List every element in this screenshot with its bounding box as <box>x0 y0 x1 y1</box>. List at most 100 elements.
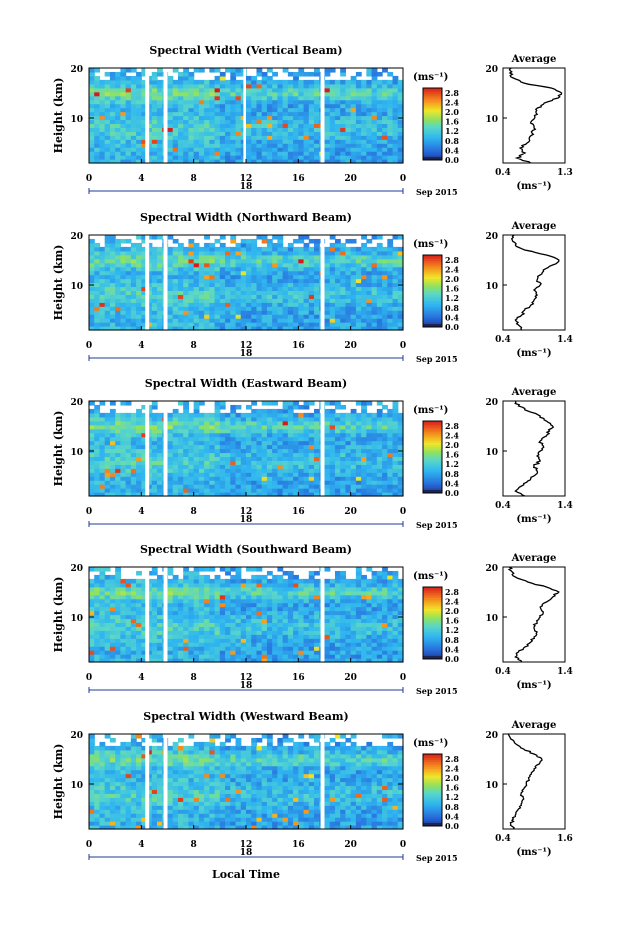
heatmap-cell <box>183 266 190 272</box>
heatmap-cell <box>104 464 111 469</box>
heatmap-cell <box>340 123 347 128</box>
heatmap-cell <box>120 448 127 454</box>
heatmap-cell <box>392 107 399 113</box>
heatmap-cell <box>314 266 320 272</box>
heatmap-cell <box>115 460 121 465</box>
heatmap-cell <box>172 456 179 461</box>
heatmap-cell <box>204 602 210 608</box>
heatmap-cell <box>115 412 121 418</box>
heatmap-cell <box>214 618 221 624</box>
colorbar-segment <box>423 451 442 454</box>
heatmap-cell <box>193 404 200 410</box>
heatmap-cell <box>136 83 142 89</box>
heatmap-cell <box>240 420 247 426</box>
heatmap-cell <box>104 71 111 77</box>
heatmap-cell <box>303 452 310 458</box>
heatmap-cell <box>303 456 310 461</box>
heatmap-cell <box>177 306 184 311</box>
heatmap-cell <box>282 306 289 311</box>
heatmap-cell <box>89 408 95 414</box>
heatmap-cell <box>324 87 331 93</box>
heatmap-cell <box>376 87 383 93</box>
heatmap-cell <box>99 111 106 117</box>
heatmap-cell <box>246 83 252 89</box>
heatmap-cell <box>387 326 394 331</box>
heatmap-cell <box>225 638 231 643</box>
heatmap-cell <box>397 254 404 260</box>
heatmap-cell <box>141 83 148 89</box>
heatmap-cell <box>225 159 231 164</box>
heatmap-cell <box>209 480 216 485</box>
heatmap-cell <box>266 266 273 272</box>
heatmap-cell <box>345 464 352 469</box>
heatmap-cell <box>188 250 195 256</box>
heatmap-cell <box>151 646 158 651</box>
heatmap-cell <box>392 270 399 276</box>
heatmap-cell <box>397 278 404 284</box>
colorbar-tick-label: 0.4 <box>445 312 459 322</box>
heatmap-cell <box>136 598 142 604</box>
heatmap-cell <box>151 401 158 406</box>
heatmap-cell <box>314 428 320 434</box>
heatmap-cell <box>167 131 174 136</box>
heatmap-cell <box>89 642 95 647</box>
heatmap-cell <box>308 456 315 461</box>
heatmap-cell <box>366 270 373 276</box>
heatmap-cell <box>246 298 252 303</box>
heatmap-cell <box>115 314 121 319</box>
heatmap-cell <box>167 570 174 576</box>
heatmap-cell <box>392 246 399 252</box>
heatmap-cell <box>287 143 294 148</box>
heatmap-cell <box>125 238 132 244</box>
heatmap-cell <box>329 472 336 477</box>
heatmap-cell <box>240 484 247 489</box>
heatmap-cell <box>282 131 289 136</box>
heatmap-cell <box>308 302 315 307</box>
heatmap-cell <box>115 155 121 160</box>
heatmap-cell <box>198 598 205 604</box>
heatmap-cell <box>188 412 195 418</box>
heatmap-cell <box>340 480 347 485</box>
heatmap-cell <box>235 278 242 284</box>
heatmap-cell <box>204 79 210 85</box>
heatmap-cell <box>361 143 367 148</box>
heatmap-cell <box>183 115 190 121</box>
heatmap-cell <box>209 314 216 319</box>
heatmap-cell <box>141 480 148 485</box>
heatmap-cell <box>371 432 378 438</box>
heatmap-cell <box>99 306 106 311</box>
heatmap-cell <box>256 262 263 268</box>
heatmap-cell <box>266 314 273 319</box>
heatmap-cell <box>324 444 331 450</box>
heatmap-cell <box>136 622 142 627</box>
heatmap-cell <box>141 460 148 465</box>
heatmap-cell <box>387 472 394 477</box>
heatmap-cell <box>324 278 331 284</box>
heatmap-cell <box>314 71 320 77</box>
heatmap-cell <box>240 322 247 327</box>
heatmap-cell <box>261 147 268 152</box>
heatmap-cell <box>287 298 294 303</box>
heatmap-cell <box>350 460 357 465</box>
heatmap-cell <box>293 290 299 295</box>
colorbar-segment <box>423 91 442 94</box>
heatmap-cell <box>141 440 148 446</box>
colorbar-segment <box>423 478 442 481</box>
heatmap-cell <box>219 412 226 418</box>
heatmap-cell <box>240 460 247 465</box>
heatmap-cell <box>334 294 341 299</box>
heatmap-cell <box>104 262 111 268</box>
heatmap-cell <box>277 306 284 311</box>
heatmap-cell <box>293 147 299 152</box>
heatmap-cell <box>146 634 153 639</box>
colorbar-segment <box>423 422 442 426</box>
heatmap-cell <box>392 139 399 144</box>
heatmap-cell <box>251 91 258 97</box>
date-label: Sep 2015 <box>416 520 458 530</box>
heatmap-cell <box>89 310 95 315</box>
heatmap-cell <box>366 79 373 85</box>
heatmap-cell <box>366 468 373 473</box>
heatmap-cell <box>371 131 378 136</box>
heatmap-cell <box>392 274 399 280</box>
